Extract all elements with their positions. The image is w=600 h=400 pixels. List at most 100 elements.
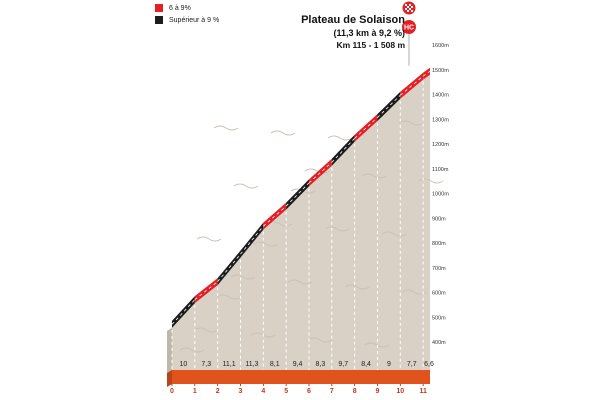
terrain-texture <box>307 337 333 343</box>
gradient-label: 11,3 <box>245 361 258 368</box>
road-centerline <box>308 162 333 184</box>
badge-label: HC <box>404 25 414 32</box>
gradient-label: 9,4 <box>293 361 303 368</box>
altitude-tick-label: 1300m <box>432 117 449 123</box>
road-centerline <box>354 117 378 139</box>
gradient-label: 10 <box>180 361 188 368</box>
terrain-texture <box>418 178 444 184</box>
altitude-tick-label: 800m <box>432 241 446 247</box>
altitude-tick-label: 700m <box>432 266 446 272</box>
terrain-texture <box>213 125 239 131</box>
km-band-bar <box>172 370 430 384</box>
gradient-label: 9 <box>387 361 391 368</box>
flag-check <box>409 8 411 10</box>
km-label: 5 <box>284 388 288 395</box>
km-label: 4 <box>261 388 265 395</box>
terrain-texture <box>270 130 296 136</box>
km-label: 9 <box>376 388 380 395</box>
flag-check <box>405 4 407 6</box>
terrain-texture <box>216 294 242 300</box>
flag-check <box>407 10 409 12</box>
legend-swatch-moderate <box>155 4 163 12</box>
km-label: 1 <box>193 388 197 395</box>
legend-item-steep: Supérieur à 9 % <box>155 14 219 26</box>
road-segment <box>172 296 195 328</box>
km-label: 6 <box>307 388 311 395</box>
terrain-texture <box>179 347 205 353</box>
road-segment <box>308 158 332 187</box>
road-centerline <box>263 205 287 227</box>
road-segment <box>377 91 401 122</box>
climb-title: Plateau de Solaison <box>301 14 405 26</box>
label-layer: 0 1 2 3 4 5 6 7 8 9 10 11 10 7,3 11,1 11,3 8,1 9,4 8,3 9,7 8… <box>170 361 434 395</box>
altitude-tick-label: 1200m <box>432 142 449 148</box>
gradient-label: 11,1 <box>223 361 236 368</box>
km-label: 7 <box>330 388 334 395</box>
altitude-tick-label: 500m <box>432 315 446 321</box>
legend: 6 à 9% Supérieur à 9 % <box>155 2 219 26</box>
legend-label-steep: Supérieur à 9 % <box>169 16 220 24</box>
altitude-tick-label: 900m <box>432 216 446 222</box>
terrain-texture <box>401 289 427 295</box>
climb-title-block: Plateau de Solaison (11,3 km à 9,2 %) Km… <box>301 14 405 51</box>
altitude-tick-label: 600m <box>432 291 446 297</box>
terrain-texture <box>381 231 407 237</box>
terrain-texture <box>344 284 370 290</box>
road-centerline <box>194 281 218 300</box>
km-label: 2 <box>216 388 220 395</box>
road-centerline <box>400 75 424 96</box>
altitude-axis: 400m 500m 600m 700m 800m 900m 1000m 1100m 1200m 1… <box>432 43 449 346</box>
badge-circle <box>402 20 416 34</box>
km-band-side <box>167 370 172 387</box>
km-band <box>167 370 430 387</box>
flag-check <box>405 8 407 10</box>
terrain-texture <box>287 279 313 285</box>
road-centerline <box>377 94 401 118</box>
road-layer <box>171 67 431 328</box>
altitude-tick-label: 1000m <box>432 192 449 198</box>
gradient-label: 9,7 <box>338 361 348 368</box>
terrain-texture <box>324 226 350 232</box>
road-segment <box>331 134 355 166</box>
altitude-tick-label: 400m <box>432 340 446 346</box>
road-segment <box>263 202 287 230</box>
terrain-texture <box>193 327 219 333</box>
road-centerline <box>240 225 264 255</box>
terrain-texture <box>364 342 390 348</box>
gradient-label: 8,1 <box>270 361 280 368</box>
gradient-label: 7,7 <box>407 361 417 368</box>
legend-swatch-steep <box>155 16 163 24</box>
km-label: 10 <box>396 388 404 395</box>
flag-check <box>409 4 411 6</box>
checkered-flag-icon <box>402 1 416 15</box>
terrain-layer <box>167 74 444 373</box>
climb-km-altitude: Km 115 - 1 508 m <box>336 40 405 50</box>
climb-summary: (11,3 km à 9,2 %) <box>333 28 405 38</box>
terrain-texture <box>233 183 259 189</box>
legend-item-moderate: 6 à 9% <box>155 2 219 14</box>
altitude-tick-label: 1500m <box>432 68 449 74</box>
hc-category-badge: HC <box>402 20 416 34</box>
legend-label-moderate: 6 à 9% <box>169 4 191 12</box>
terrain-texture <box>230 274 256 280</box>
terrain-texture <box>398 120 424 126</box>
road-segment <box>286 179 309 210</box>
km-label: 11 <box>419 388 427 395</box>
altitude-tick-label: 1100m <box>432 167 449 173</box>
terrain-area <box>172 74 430 371</box>
flag-check <box>411 6 413 8</box>
grid-layer <box>171 81 424 370</box>
terrain-texture <box>196 236 222 242</box>
gradient-label: 8,4 <box>361 361 371 368</box>
road-centerline <box>422 70 431 77</box>
road-segment <box>354 114 378 142</box>
terrain-side <box>167 327 172 373</box>
km-label: 8 <box>353 388 357 395</box>
gradient-label: 7,3 <box>201 361 211 368</box>
terrain-texture <box>304 168 330 174</box>
gradient-label: 8,3 <box>316 361 326 368</box>
altitude-tick-label: 1600m <box>432 43 449 49</box>
altitude-tick-label: 1400m <box>432 93 449 99</box>
gradient-label: 6,6 <box>424 361 434 368</box>
